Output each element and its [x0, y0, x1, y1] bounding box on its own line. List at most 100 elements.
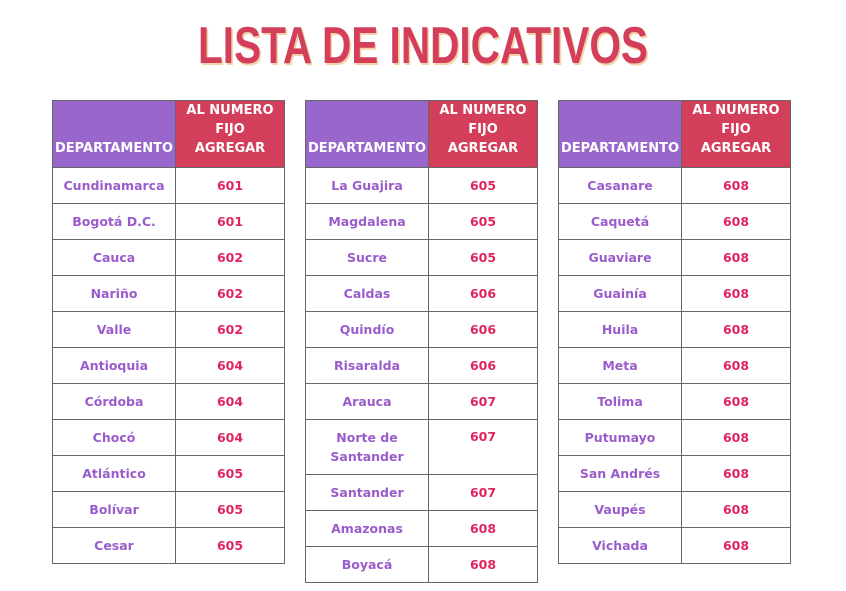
indicativo-cell: 605	[175, 527, 285, 564]
table-row: Quindío 606	[304, 311, 538, 348]
department-cell: Cesar	[51, 527, 177, 564]
department-cell: Guaviare	[557, 239, 683, 276]
department-cell: Magdalena	[304, 203, 430, 240]
table-row: Tolima 608	[557, 383, 791, 420]
table-row: Meta 608	[557, 347, 791, 384]
department-cell: Quindío	[304, 311, 430, 348]
indicativo-cell: 602	[175, 311, 285, 348]
indicativos-table: DEPARTAMENTO AL NUMERO FIJO AGREGAR Cundin…	[51, 100, 285, 564]
indicativo-cell: 604	[175, 347, 285, 384]
table-row: Nariño 602	[51, 275, 285, 312]
department-cell: Sucre	[304, 239, 430, 276]
table-header: DEPARTAMENTO AL NUMERO FIJO AGREGAR	[557, 100, 791, 168]
indicativo-cell: 607	[428, 383, 538, 420]
department-cell: Vichada	[557, 527, 683, 564]
table-row: Cauca 602	[51, 239, 285, 276]
department-cell: San Andrés	[557, 455, 683, 492]
indicativo-cell: 608	[681, 419, 791, 456]
table-row: Vaupés 608	[557, 491, 791, 528]
indicativo-cell: 608	[681, 311, 791, 348]
indicativo-cell: 604	[175, 383, 285, 420]
table-row: Bolívar 605	[51, 491, 285, 528]
table-row: Córdoba 604	[51, 383, 285, 420]
table-row: Casanare 608	[557, 167, 791, 204]
department-cell: Casanare	[557, 167, 683, 204]
column-header-numero: AL NUMERO FIJO AGREGAR	[175, 100, 285, 168]
indicativo-cell: 607	[428, 419, 538, 475]
indicativo-cell: 608	[681, 527, 791, 564]
indicativo-cell: 602	[175, 239, 285, 276]
indicativo-cell: 605	[428, 167, 538, 204]
table-row: Valle 602	[51, 311, 285, 348]
department-cell: Guainía	[557, 275, 683, 312]
column-header-departamento: DEPARTAMENTO	[557, 100, 683, 168]
department-cell: Valle	[51, 311, 177, 348]
indicativo-cell: 608	[681, 347, 791, 384]
table-row: Guainía 608	[557, 275, 791, 312]
table-row: Cundinamarca 601	[51, 167, 285, 204]
department-cell: Chocó	[51, 419, 177, 456]
department-cell: Norte de Santander	[304, 419, 430, 475]
table-row: Atlántico 605	[51, 455, 285, 492]
column-header-departamento: DEPARTAMENTO	[304, 100, 430, 168]
table-row: Huila 608	[557, 311, 791, 348]
table-row: Bogotá D.C. 601	[51, 203, 285, 240]
page-title: LISTA DE INDICATIVOS	[198, 17, 648, 75]
department-cell: Santander	[304, 474, 430, 511]
indicativo-cell: 608	[681, 491, 791, 528]
table-row: Santander 607	[304, 474, 538, 511]
table-row: Arauca 607	[304, 383, 538, 420]
indicativo-cell: 605	[428, 203, 538, 240]
table-row: Norte de Santander 607	[304, 419, 538, 475]
table-row: Caldas 606	[304, 275, 538, 312]
indicativo-cell: 606	[428, 311, 538, 348]
indicativo-cell: 605	[175, 455, 285, 492]
department-cell: Arauca	[304, 383, 430, 420]
department-cell: Meta	[557, 347, 683, 384]
department-cell: Antioquia	[51, 347, 177, 384]
department-cell: Bolívar	[51, 491, 177, 528]
indicativo-cell: 602	[175, 275, 285, 312]
column-header-numero: AL NUMERO FIJO AGREGAR	[681, 100, 791, 168]
table-row: Boyacá 608	[304, 546, 538, 583]
table-row: Amazonas 608	[304, 510, 538, 547]
table-row: Risaralda 606	[304, 347, 538, 384]
indicativo-cell: 608	[681, 275, 791, 312]
table-row: Chocó 604	[51, 419, 285, 456]
department-cell: Cundinamarca	[51, 167, 177, 204]
indicativo-cell: 606	[428, 275, 538, 312]
department-cell: Caquetá	[557, 203, 683, 240]
department-cell: Tolima	[557, 383, 683, 420]
department-cell: Amazonas	[304, 510, 430, 547]
table-row: Sucre 605	[304, 239, 538, 276]
department-cell: Nariño	[51, 275, 177, 312]
department-cell: Atlántico	[51, 455, 177, 492]
table-header: DEPARTAMENTO AL NUMERO FIJO AGREGAR	[304, 100, 538, 168]
department-cell: Putumayo	[557, 419, 683, 456]
indicativo-cell: 608	[681, 383, 791, 420]
indicativo-cell: 608	[681, 239, 791, 276]
department-cell: Boyacá	[304, 546, 430, 583]
department-cell: Caldas	[304, 275, 430, 312]
indicativo-cell: 608	[428, 510, 538, 547]
table-row: San Andrés 608	[557, 455, 791, 492]
department-cell: Vaupés	[557, 491, 683, 528]
department-cell: Cauca	[51, 239, 177, 276]
indicativo-cell: 601	[175, 203, 285, 240]
table-row: Caquetá 608	[557, 203, 791, 240]
indicativo-cell: 608	[681, 203, 791, 240]
indicativos-table: DEPARTAMENTO AL NUMERO FIJO AGREGAR Casana…	[557, 100, 791, 564]
department-cell: Huila	[557, 311, 683, 348]
indicativo-cell: 608	[681, 167, 791, 204]
department-cell: Risaralda	[304, 347, 430, 384]
table-row: Magdalena 605	[304, 203, 538, 240]
indicativo-cell: 604	[175, 419, 285, 456]
table-row: Cesar 605	[51, 527, 285, 564]
indicativo-cell: 606	[428, 347, 538, 384]
indicativo-cell: 607	[428, 474, 538, 511]
table-header: DEPARTAMENTO AL NUMERO FIJO AGREGAR	[51, 100, 285, 168]
table-row: Guaviare 608	[557, 239, 791, 276]
indicativo-cell: 608	[681, 455, 791, 492]
indicativo-cell: 608	[428, 546, 538, 583]
table-row: Vichada 608	[557, 527, 791, 564]
